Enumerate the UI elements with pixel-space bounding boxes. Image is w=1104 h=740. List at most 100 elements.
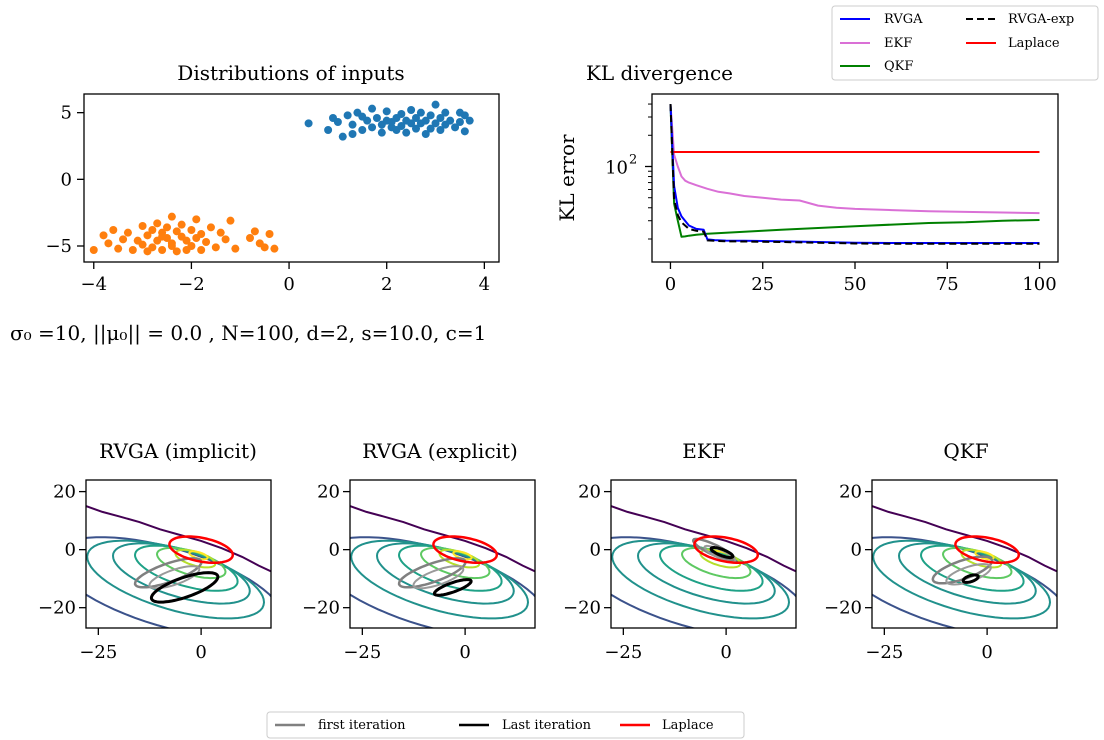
inputs-point-class-1 [460,127,469,136]
inputs-point-class-2 [197,230,206,238]
inputs-point-class-2 [109,226,118,234]
panel-frame [610,479,797,629]
contour-level-7 [188,550,209,561]
contour-line-outer [611,505,796,573]
panel-title-rvga-explicit: RVGA (explicit) [362,439,518,463]
laplace-ellipse [954,535,1021,565]
kl-legend-label-qkf: QKF [884,59,913,74]
inputs-point-class-1 [397,122,406,130]
kl-frame [651,93,1059,263]
last-iteration-ellipse [961,573,980,584]
inputs-point-class-1 [377,128,386,137]
inputs-ytick-label: −5 [45,236,72,257]
kl-xtick-label: 0 [665,274,676,295]
inputs-point-class-1 [436,114,445,122]
last-iteration-ellipse [149,571,220,604]
inputs-point-class-2 [148,226,157,234]
contour-panel-rvga-implicit: RVGA (implicit) −25 0 −20 0 20 [38,439,272,663]
contour-panel-qkf: QKF −25 0 −20 0 20 [824,439,1058,663]
panel-xtick-label: −25 [604,642,642,663]
kl-line-ekf [669,104,1040,215]
iteration-legend: first iteration Last iteration Laplace [266,711,745,739]
kl-xtick-label: 25 [751,274,774,295]
legend-label-laplace: Laplace [662,718,714,733]
kl-xtick-label: 75 [936,274,959,295]
inputs-point-class-1 [358,126,367,134]
inputs-point-class-2 [138,240,147,249]
panel-plot-qkf [871,479,1058,629]
inputs-point-class-1 [358,112,367,121]
inputs-point-class-2 [123,228,132,237]
inputs-point-class-1 [412,114,420,122]
kl-legend-label-rvga: RVGA [884,12,923,27]
panel-ytick-label: 20 [839,482,862,503]
inputs-point-class-2 [143,231,152,240]
legend-label-first-iteration: first iteration [318,718,406,733]
panel-ytick-label: 20 [578,482,601,503]
panel-ytick-label: 20 [53,482,76,503]
kl-xtick-label: 100 [1022,274,1056,295]
panel-title-rvga-implicit: RVGA (implicit) [99,439,257,463]
kl-ylabel: KL error [555,134,579,222]
inputs-point-class-1 [426,111,435,120]
inputs-point-class-2 [270,244,279,253]
panel-ytick-label: −20 [824,598,862,619]
inputs-point-class-1 [451,123,460,132]
kl-legend-label-laplace: Laplace [1008,36,1060,51]
inputs-point-class-2 [182,246,191,254]
inputs-ytick-label: 0 [61,169,72,190]
inputs-point-class-2 [99,231,108,240]
inputs-point-class-1 [402,128,411,137]
inputs-point-class-2 [128,246,137,254]
panel-contours [350,505,535,628]
panel-plot-rvga-explicit [349,479,536,629]
kl-line-qkf [669,104,1040,238]
contour-level-7 [974,550,995,561]
inputs-point-class-1 [338,132,347,141]
inputs-point-class-2 [163,223,171,232]
intermediate-iteration-ellipse [148,565,201,590]
panel-ytick-label: −20 [563,598,601,619]
inputs-point-class-2 [167,242,176,250]
contour-line-outer [86,505,271,573]
inputs-point-class-1 [465,116,474,125]
inputs-caption: σ₀ =10, ||μ₀|| = 0.0 , N=100, d=2, s=10.… [10,321,486,346]
inputs-point-class-2 [211,243,220,252]
contour-panel-rvga-explicit: RVGA (explicit) −25 0 −20 0 20 [302,439,536,663]
inputs-point-class-2 [104,239,113,248]
inputs-point-class-2 [119,235,128,244]
panel-contours [872,505,1057,628]
inputs-point-class-2 [153,219,162,228]
inputs-point-class-2 [260,243,269,252]
inputs-point-class-1 [304,119,313,128]
panel-ytick-label: 0 [65,540,76,561]
inputs-frame [83,93,500,263]
inputs-point-class-1 [455,118,464,126]
kl-xtick-label: 50 [844,274,867,295]
kl-legend-label-ekf: EKF [884,36,912,51]
inputs-point-class-1 [397,110,406,118]
contour-level-7 [452,550,473,561]
kl-ytick-label: 10 [605,157,628,178]
inputs-title: Distributions of inputs [177,61,404,85]
panel-title-qkf: QKF [943,439,988,463]
panel-frame [349,479,536,629]
inputs-point-class-2 [192,215,201,224]
inputs-point-class-2 [231,244,240,253]
panel-xtick-label: −25 [343,642,381,663]
inputs-point-class-2 [138,222,147,230]
laplace-ellipse [168,535,235,565]
inputs-point-class-1 [343,111,352,120]
panel-plot-ekf [610,479,797,629]
inputs-point-class-2 [197,246,206,254]
panel-ytick-label: 0 [329,540,340,561]
panel-frame [871,479,1058,629]
inputs-point-class-1 [348,120,357,129]
inputs-point-class-1 [446,116,455,125]
panel-xtick-label: −25 [79,642,117,663]
inputs-point-class-2 [167,212,176,221]
panel-ytick-label: 0 [851,540,862,561]
inputs-point-class-2 [182,236,191,245]
laplace-ellipse [693,535,760,565]
inputs-xtick-label: −2 [178,274,205,295]
